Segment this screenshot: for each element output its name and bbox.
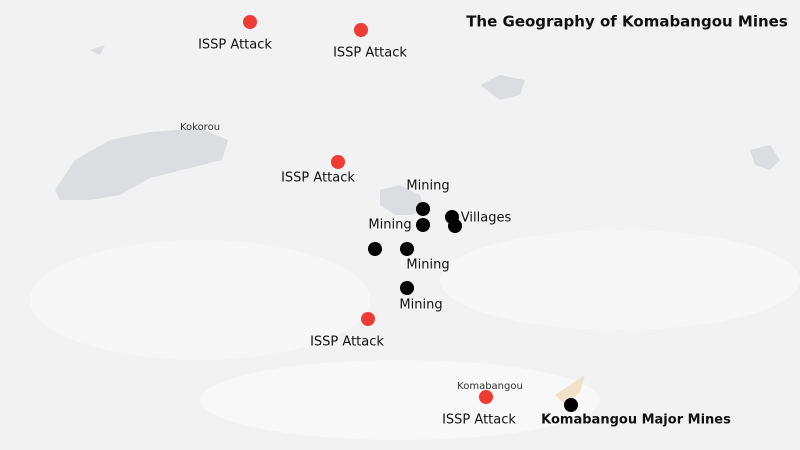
map-title: The Geography of Komabangou Mines	[466, 13, 788, 31]
site-marker	[564, 398, 578, 412]
site-label: Mining	[406, 258, 449, 273]
site-marker	[400, 281, 414, 295]
attack-label: ISSP Attack	[198, 38, 272, 53]
site-marker	[368, 242, 382, 256]
site-marker	[416, 202, 430, 216]
attack-label: ISSP Attack	[310, 335, 384, 350]
attack-marker	[354, 23, 368, 37]
place-label: Komabangou	[457, 381, 523, 392]
terrain	[30, 45, 800, 440]
attack-label: ISSP Attack	[333, 46, 407, 61]
attack-label: ISSP Attack	[442, 413, 516, 428]
site-label: Komabangou Major Mines	[541, 413, 731, 428]
attack-label: ISSP Attack	[281, 171, 355, 186]
site-markers	[368, 202, 578, 412]
attack-marker	[479, 390, 493, 404]
attack-marker	[331, 155, 345, 169]
place-label: Kokorou	[180, 122, 220, 133]
site-marker	[448, 219, 462, 233]
attack-markers	[243, 15, 493, 404]
site-label: Mining	[399, 298, 442, 313]
site-marker	[416, 218, 430, 232]
attack-marker	[361, 312, 375, 326]
site-label: Mining	[406, 179, 449, 194]
site-label: Mining	[368, 218, 411, 233]
site-marker	[400, 242, 414, 256]
attack-marker	[243, 15, 257, 29]
site-label: Villages	[461, 211, 512, 226]
